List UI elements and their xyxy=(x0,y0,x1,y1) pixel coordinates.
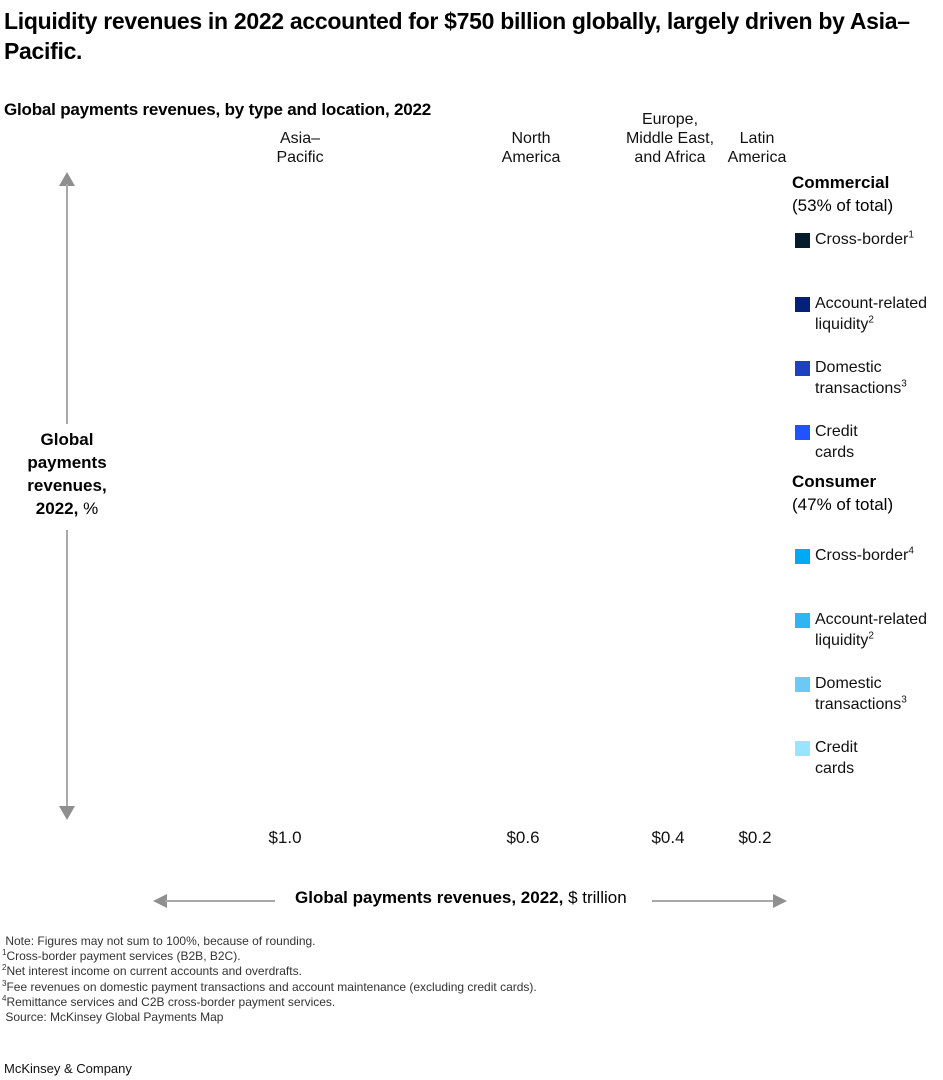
swatch-commercial-credit-cards xyxy=(795,425,810,440)
footnote-1: 1Cross-border payment services (B2B, B2C… xyxy=(2,949,537,964)
legend-label-text: Account-related liquidity xyxy=(815,295,928,333)
footnote-note: Note: Figures may not sum to 100%, becau… xyxy=(2,934,537,949)
footnote-marker: 1 xyxy=(908,229,914,241)
footnote-marker: 2 xyxy=(868,314,874,326)
legend-item-commercial-domestic: Domestic transactions3 xyxy=(795,357,920,399)
footnote-marker: 2 xyxy=(868,630,874,642)
arrow-up-icon xyxy=(59,172,75,186)
brand-logo: McKinsey & Company xyxy=(4,1061,132,1076)
footnote-marker: 3 xyxy=(2,978,7,988)
footnote-text: Net interest income on current accounts … xyxy=(6,964,302,979)
region-label-line: America xyxy=(727,149,787,166)
region-label-line: Asia– xyxy=(279,130,321,147)
legend-label: Credit cards xyxy=(815,737,875,779)
legend-item-consumer-cross-border: Cross-border4 xyxy=(795,545,940,566)
x-axis-label-unit: $ trillion xyxy=(568,888,627,907)
footnote-text: Remittance services and C2B cross-border… xyxy=(6,994,336,1009)
legend-group-consumer-title: Consumer xyxy=(792,472,877,491)
x-axis-line-right xyxy=(652,900,774,902)
footnote-marker: 3 xyxy=(901,378,907,390)
region-label-latin-america: Latin America xyxy=(722,129,792,167)
region-label-line: America xyxy=(501,149,561,166)
legend-label: Account-related liquidity2 xyxy=(815,293,943,335)
legend-label-text: Cross-border xyxy=(815,231,909,248)
legend-item-commercial-account-liquidity: Account-related liquidity2 xyxy=(795,293,943,335)
footnote-marker: 4 xyxy=(908,545,914,557)
legend-item-commercial-credit-cards: Credit cards xyxy=(795,421,875,463)
region-label-asia-pacific: Asia– Pacific xyxy=(250,129,350,167)
footnote-source: Source: McKinsey Global Payments Map xyxy=(2,1010,537,1025)
footnote-text: Fee revenues on domestic payment transac… xyxy=(6,979,537,994)
chart-headline: Liquidity revenues in 2022 accounted for… xyxy=(4,8,910,64)
legend-label: Cross-border1 xyxy=(815,229,940,250)
footnote-3: 3Fee revenues on domestic payment transa… xyxy=(2,978,537,995)
legend-item-consumer-account-liquidity: Account-related liquidity2 xyxy=(795,609,943,651)
region-label-emea: Europe, Middle East, and Africa xyxy=(615,110,725,167)
region-label-line: Pacific xyxy=(276,149,324,166)
y-axis-line-top xyxy=(66,184,68,424)
legend-label-text: Account-related liquidity xyxy=(815,611,928,649)
swatch-consumer-cross-border xyxy=(795,549,810,564)
swatch-consumer-account-liquidity xyxy=(795,613,810,628)
footnote-marker: 1 xyxy=(2,948,7,958)
region-label-line: North xyxy=(511,130,551,147)
y-axis-line-bottom xyxy=(66,530,68,808)
footnotes: Note: Figures may not sum to 100%, becau… xyxy=(2,934,537,1025)
swatch-commercial-account-liquidity xyxy=(795,297,810,312)
footnote-marker: 4 xyxy=(2,993,7,1003)
legend-item-consumer-credit-cards: Credit cards xyxy=(795,737,875,779)
legend-label: Account-related liquidity2 xyxy=(815,609,943,651)
region-label-line: and Africa xyxy=(634,149,706,166)
footnote-4: 4Remittance services and C2B cross-borde… xyxy=(2,993,537,1010)
swatch-consumer-credit-cards xyxy=(795,741,810,756)
legend-label-text: Credit cards xyxy=(815,423,858,461)
footnote-text: Cross-border payment services (B2B, B2C)… xyxy=(6,949,241,964)
arrow-right-icon xyxy=(773,894,787,908)
region-label-north-america: North America xyxy=(481,129,581,167)
legend-group-commercial-share: (53% of total) xyxy=(792,196,894,215)
legend-item-consumer-domestic: Domestic transactions3 xyxy=(795,673,920,715)
legend-label: Cross-border4 xyxy=(815,545,940,566)
legend-label-text: Credit cards xyxy=(815,739,858,777)
region-label-line: Latin xyxy=(739,130,775,147)
footnote-marker: 3 xyxy=(901,694,907,706)
legend-label: Domestic transactions3 xyxy=(815,357,920,399)
x-axis-label-bold: Global payments revenues, 2022, xyxy=(295,888,564,907)
legend-group-commercial-title: Commercial xyxy=(792,173,890,192)
plot-area xyxy=(140,175,780,815)
legend-label-text: Cross-border xyxy=(815,547,909,564)
x-tick-asia-pacific: $1.0 xyxy=(268,828,302,847)
swatch-consumer-domestic xyxy=(795,677,810,692)
region-label-line: Europe, xyxy=(641,111,699,128)
y-axis-label-bold: Global payments revenues, 2022, xyxy=(27,430,107,518)
footnote-text: Source: McKinsey Global Payments Map xyxy=(5,1010,224,1025)
legend-label-text: Domestic transactions xyxy=(815,675,902,713)
swatch-commercial-domestic xyxy=(795,361,810,376)
x-axis-line-left xyxy=(165,900,275,902)
legend-item-commercial-cross-border: Cross-border1 xyxy=(795,229,940,250)
x-tick-emea: $0.4 xyxy=(651,828,685,847)
x-tick-latin-america: $0.2 xyxy=(738,828,772,847)
y-axis-label: Global payments revenues, 2022, % xyxy=(17,428,117,520)
legend-label-text: Domestic transactions xyxy=(815,359,902,397)
x-axis-label: Global payments revenues, 2022, $ trilli… xyxy=(295,888,627,908)
legend-label: Credit cards xyxy=(815,421,875,463)
chart-title: Global payments revenues, by type and lo… xyxy=(4,100,432,119)
footnote-text: Note: Figures may not sum to 100%, becau… xyxy=(5,934,316,948)
footnote-marker: 2 xyxy=(2,963,7,973)
y-axis-label-unit: % xyxy=(83,499,99,518)
swatch-commercial-cross-border xyxy=(795,233,810,248)
x-tick-north-america: $0.6 xyxy=(506,828,540,847)
footnote-2: 2Net interest income on current accounts… xyxy=(2,964,537,979)
region-label-line: Middle East, xyxy=(625,130,715,147)
legend-group-consumer-share: (47% of total) xyxy=(792,495,894,514)
legend-label: Domestic transactions3 xyxy=(815,673,920,715)
arrow-down-icon xyxy=(59,806,75,820)
arrow-left-icon xyxy=(153,894,167,908)
